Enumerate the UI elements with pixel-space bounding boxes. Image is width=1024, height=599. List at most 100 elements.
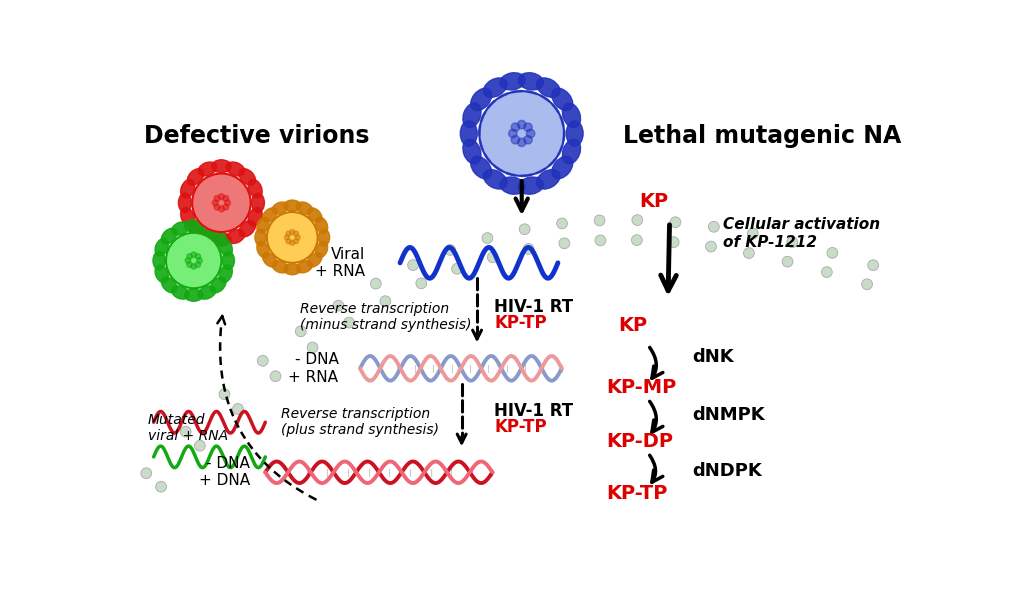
Ellipse shape bbox=[296, 261, 312, 273]
Circle shape bbox=[482, 232, 493, 243]
Text: dNK: dNK bbox=[692, 348, 734, 366]
Circle shape bbox=[867, 260, 879, 271]
Ellipse shape bbox=[162, 277, 177, 293]
Ellipse shape bbox=[255, 229, 266, 246]
Text: KP-MP: KP-MP bbox=[606, 378, 677, 397]
Circle shape bbox=[594, 215, 605, 226]
Circle shape bbox=[290, 240, 295, 246]
Circle shape bbox=[274, 219, 310, 256]
Ellipse shape bbox=[284, 200, 301, 211]
Ellipse shape bbox=[187, 220, 204, 237]
Circle shape bbox=[344, 317, 354, 328]
Circle shape bbox=[861, 279, 872, 290]
Ellipse shape bbox=[471, 88, 492, 111]
Circle shape bbox=[709, 222, 719, 232]
Ellipse shape bbox=[307, 253, 322, 267]
Ellipse shape bbox=[212, 160, 231, 173]
Ellipse shape bbox=[263, 208, 276, 222]
Ellipse shape bbox=[562, 140, 581, 164]
Circle shape bbox=[595, 235, 606, 246]
Circle shape bbox=[141, 468, 152, 479]
Circle shape bbox=[286, 231, 291, 236]
Circle shape bbox=[559, 238, 569, 249]
Text: dNDPK: dNDPK bbox=[692, 462, 763, 480]
Circle shape bbox=[267, 212, 317, 263]
Text: KP-TP: KP-TP bbox=[606, 485, 668, 503]
Ellipse shape bbox=[153, 252, 165, 270]
Ellipse shape bbox=[296, 202, 312, 214]
Circle shape bbox=[748, 228, 758, 239]
Circle shape bbox=[452, 264, 463, 274]
Circle shape bbox=[827, 247, 838, 258]
Ellipse shape bbox=[307, 208, 322, 222]
Circle shape bbox=[380, 296, 391, 307]
Ellipse shape bbox=[180, 207, 195, 226]
Text: Mutated
viral + RNA: Mutated viral + RNA bbox=[147, 413, 227, 443]
Circle shape bbox=[523, 244, 534, 255]
Ellipse shape bbox=[263, 253, 276, 267]
Ellipse shape bbox=[272, 261, 288, 273]
Circle shape bbox=[492, 103, 552, 164]
Circle shape bbox=[670, 217, 681, 228]
Circle shape bbox=[416, 278, 427, 289]
Text: Defective virions: Defective virions bbox=[144, 124, 370, 148]
Ellipse shape bbox=[537, 170, 560, 189]
Ellipse shape bbox=[562, 103, 581, 128]
Text: dNMPK: dNMPK bbox=[692, 406, 765, 423]
Circle shape bbox=[743, 248, 755, 259]
Ellipse shape bbox=[463, 103, 481, 128]
Circle shape bbox=[294, 238, 299, 244]
Ellipse shape bbox=[172, 222, 189, 235]
Ellipse shape bbox=[226, 162, 245, 176]
Circle shape bbox=[295, 326, 306, 337]
Circle shape bbox=[706, 241, 717, 252]
Circle shape bbox=[479, 91, 564, 176]
Ellipse shape bbox=[284, 264, 301, 275]
Ellipse shape bbox=[500, 177, 525, 194]
Ellipse shape bbox=[518, 177, 544, 194]
Ellipse shape bbox=[199, 286, 216, 299]
Circle shape bbox=[669, 237, 679, 247]
Ellipse shape bbox=[552, 88, 572, 111]
Ellipse shape bbox=[483, 78, 507, 98]
Circle shape bbox=[444, 244, 456, 255]
Circle shape bbox=[156, 482, 167, 492]
Text: Viral
+ RNA: Viral + RNA bbox=[315, 247, 366, 279]
Circle shape bbox=[174, 241, 214, 280]
Circle shape bbox=[523, 123, 532, 131]
Text: KP: KP bbox=[617, 316, 647, 335]
Ellipse shape bbox=[315, 217, 328, 234]
Ellipse shape bbox=[257, 241, 269, 258]
Circle shape bbox=[223, 204, 228, 210]
Circle shape bbox=[333, 300, 344, 311]
Circle shape bbox=[509, 129, 517, 138]
Ellipse shape bbox=[471, 156, 492, 179]
Text: - DNA
+ RNA: - DNA + RNA bbox=[289, 352, 339, 385]
Ellipse shape bbox=[537, 78, 560, 98]
Ellipse shape bbox=[199, 229, 217, 244]
Circle shape bbox=[193, 174, 251, 232]
Ellipse shape bbox=[212, 233, 231, 246]
Ellipse shape bbox=[155, 265, 168, 283]
Ellipse shape bbox=[500, 72, 525, 90]
Circle shape bbox=[180, 426, 191, 437]
Ellipse shape bbox=[518, 72, 544, 90]
Circle shape bbox=[557, 218, 567, 229]
Ellipse shape bbox=[222, 252, 234, 270]
Circle shape bbox=[224, 200, 230, 205]
Ellipse shape bbox=[187, 169, 204, 185]
Ellipse shape bbox=[252, 193, 264, 213]
Ellipse shape bbox=[463, 140, 481, 164]
Circle shape bbox=[295, 235, 300, 240]
Circle shape bbox=[519, 224, 530, 235]
Ellipse shape bbox=[210, 228, 226, 244]
Circle shape bbox=[212, 200, 218, 205]
Text: KP-TP: KP-TP bbox=[494, 418, 547, 436]
Circle shape bbox=[270, 371, 281, 382]
Ellipse shape bbox=[566, 121, 583, 146]
Ellipse shape bbox=[184, 289, 203, 301]
Circle shape bbox=[632, 214, 643, 225]
Text: HIV-1 RT: HIV-1 RT bbox=[494, 298, 573, 316]
Circle shape bbox=[185, 258, 190, 264]
Circle shape bbox=[214, 204, 220, 210]
